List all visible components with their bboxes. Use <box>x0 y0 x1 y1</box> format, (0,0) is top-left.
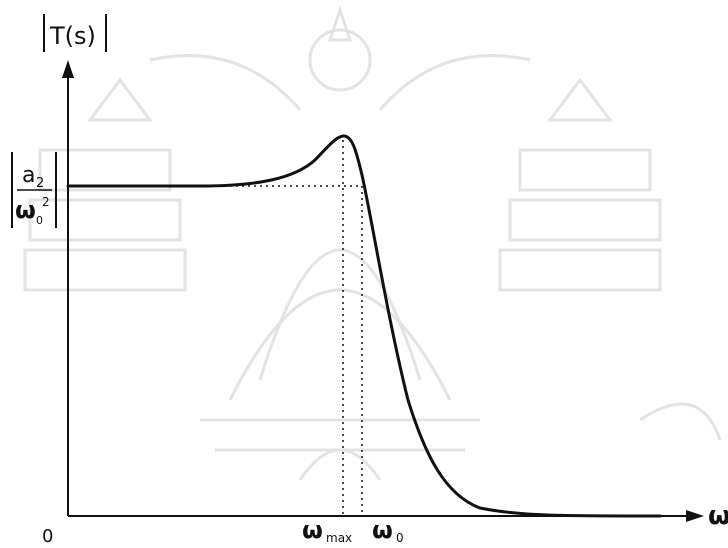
origin-label: 0 <box>42 526 53 544</box>
dc-gain-numerator-subscript: 2 <box>36 176 44 191</box>
omega-max-subscript: max <box>326 531 352 544</box>
dc-gain-denominator-subscript: 0 <box>36 214 43 227</box>
x-axis-label: ω <box>708 501 728 531</box>
dc-gain-denominator-superscript: 2 <box>42 195 50 209</box>
y-axis-arrowhead <box>62 60 74 78</box>
dc-gain-numerator: a <box>22 163 35 188</box>
omega-0-subscript: 0 <box>396 531 404 544</box>
dc-gain-denominator: ω <box>15 196 36 224</box>
omega-max-symbol: ω <box>302 516 323 544</box>
watermark-emblem <box>23 5 722 481</box>
y-axis-label: T(s) <box>49 22 96 50</box>
omega-0-symbol: ω <box>372 516 393 544</box>
x-axis-arrowhead <box>686 510 704 522</box>
magnitude-response-curve <box>66 134 662 518</box>
